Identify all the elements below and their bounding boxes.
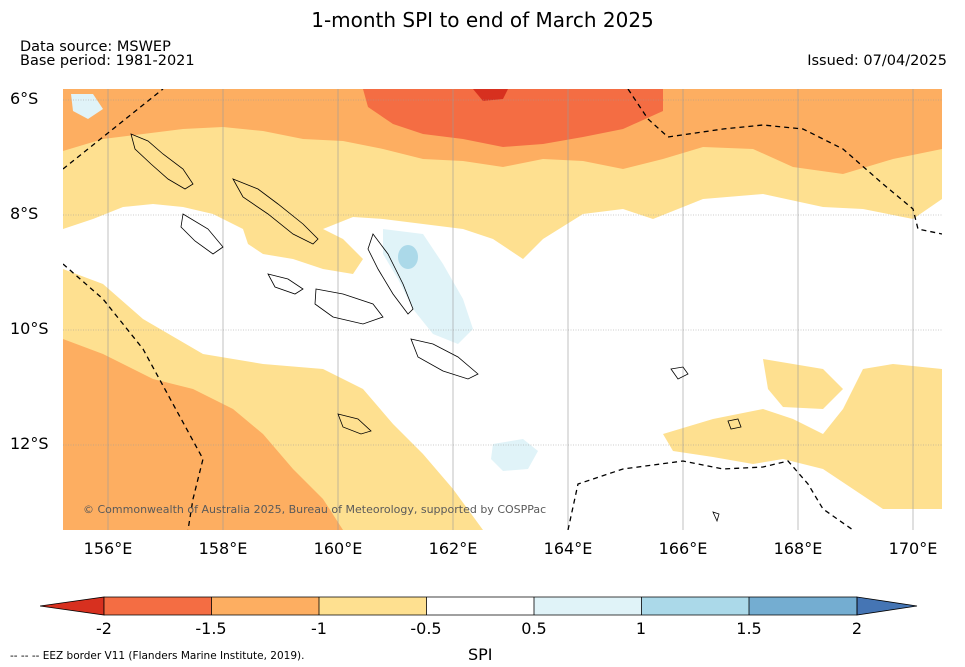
vanikoro-island	[670, 366, 689, 380]
lon-label-170e: 170°E	[888, 539, 938, 558]
colorbar-bin-3	[319, 597, 427, 615]
choiseul-island	[232, 178, 319, 245]
lon-label-166e: 166°E	[658, 539, 708, 558]
spi-zone-southeast-light	[663, 364, 942, 509]
spi-zone-wet-northwest	[71, 94, 103, 119]
colorbar-tick-1: 1	[635, 619, 647, 638]
spi-zone-north-extreme	[473, 89, 508, 101]
lon-label-158e: 158°E	[198, 539, 248, 558]
colorbar-title: SPI	[468, 645, 493, 664]
santa-isabel-island	[267, 273, 304, 295]
colorbar-tick-0-5: 0.5	[521, 619, 547, 638]
colorbar-tick-neg2: -2	[96, 619, 112, 638]
colorbar-bin-5	[534, 597, 642, 615]
colorbar-tick-neg1-5: -1.5	[195, 619, 227, 638]
new-georgia-island	[180, 213, 224, 255]
map-copyright: © Commonwealth of Australia 2025, Bureau…	[83, 503, 546, 516]
data-source-text: Data source: MSWEP	[20, 39, 171, 55]
colorbar-extend-low	[40, 596, 105, 616]
tikopia-island	[712, 511, 720, 523]
colorbar-tick-neg1: -1	[311, 619, 327, 638]
lat-label-10s: 10°S	[10, 319, 49, 338]
bougainville-island	[130, 133, 194, 190]
lon-label-164e: 164°E	[543, 539, 593, 558]
graticule	[63, 89, 942, 530]
coastlines	[130, 133, 742, 523]
colorbar-bin-6	[641, 597, 749, 615]
makira-island	[410, 338, 479, 380]
spi-colorbar	[40, 596, 918, 616]
spi-zone-southeast-light-2	[763, 359, 843, 409]
colorbar-extend-high	[856, 596, 918, 616]
rennell-island	[337, 413, 372, 435]
spi-map-canvas: © Commonwealth of Australia 2025, Bureau…	[63, 89, 942, 530]
spi-zone-north-light-2	[243, 219, 363, 274]
lon-label-156e: 156°E	[83, 539, 133, 558]
colorbar-bin-1	[104, 597, 212, 615]
colorbar-bin-7	[749, 597, 857, 615]
spi-zone-southwest-mid	[63, 339, 343, 530]
eez-border-note: -- -- -- EEZ border V11 (Flanders Marine…	[10, 650, 305, 662]
lat-label-12s: 12°S	[10, 434, 49, 453]
lon-label-162e: 162°E	[428, 539, 478, 558]
eez-borders	[63, 89, 942, 530]
spi-zone-north-strong	[363, 89, 663, 147]
malaita-island	[367, 233, 414, 315]
colorbar-tick-1-5: 1.5	[736, 619, 762, 638]
lon-label-168e: 168°E	[773, 539, 823, 558]
spi-map: © Commonwealth of Australia 2025, Bureau…	[63, 89, 942, 530]
colorbar-bin-2	[211, 597, 319, 615]
guadalcanal-island	[314, 288, 384, 325]
colorbar-tick-2: 2	[851, 619, 863, 638]
temotu-island	[727, 418, 742, 430]
lon-label-160e: 160°E	[313, 539, 363, 558]
colorbar-bin-4	[426, 597, 534, 615]
issued-date-text: Issued: 07/04/2025	[807, 53, 947, 69]
spi-zone-wet-south	[491, 439, 538, 471]
map-title: 1-month SPI to end of March 2025	[311, 8, 654, 32]
lat-label-6s: 6°S	[10, 89, 39, 108]
colorbar-tick-neg0-5: -0.5	[410, 619, 442, 638]
spi-zone-wet-central-2	[398, 245, 418, 269]
base-period-text: Base period: 1981-2021	[20, 53, 195, 69]
lat-label-8s: 8°S	[10, 204, 39, 223]
